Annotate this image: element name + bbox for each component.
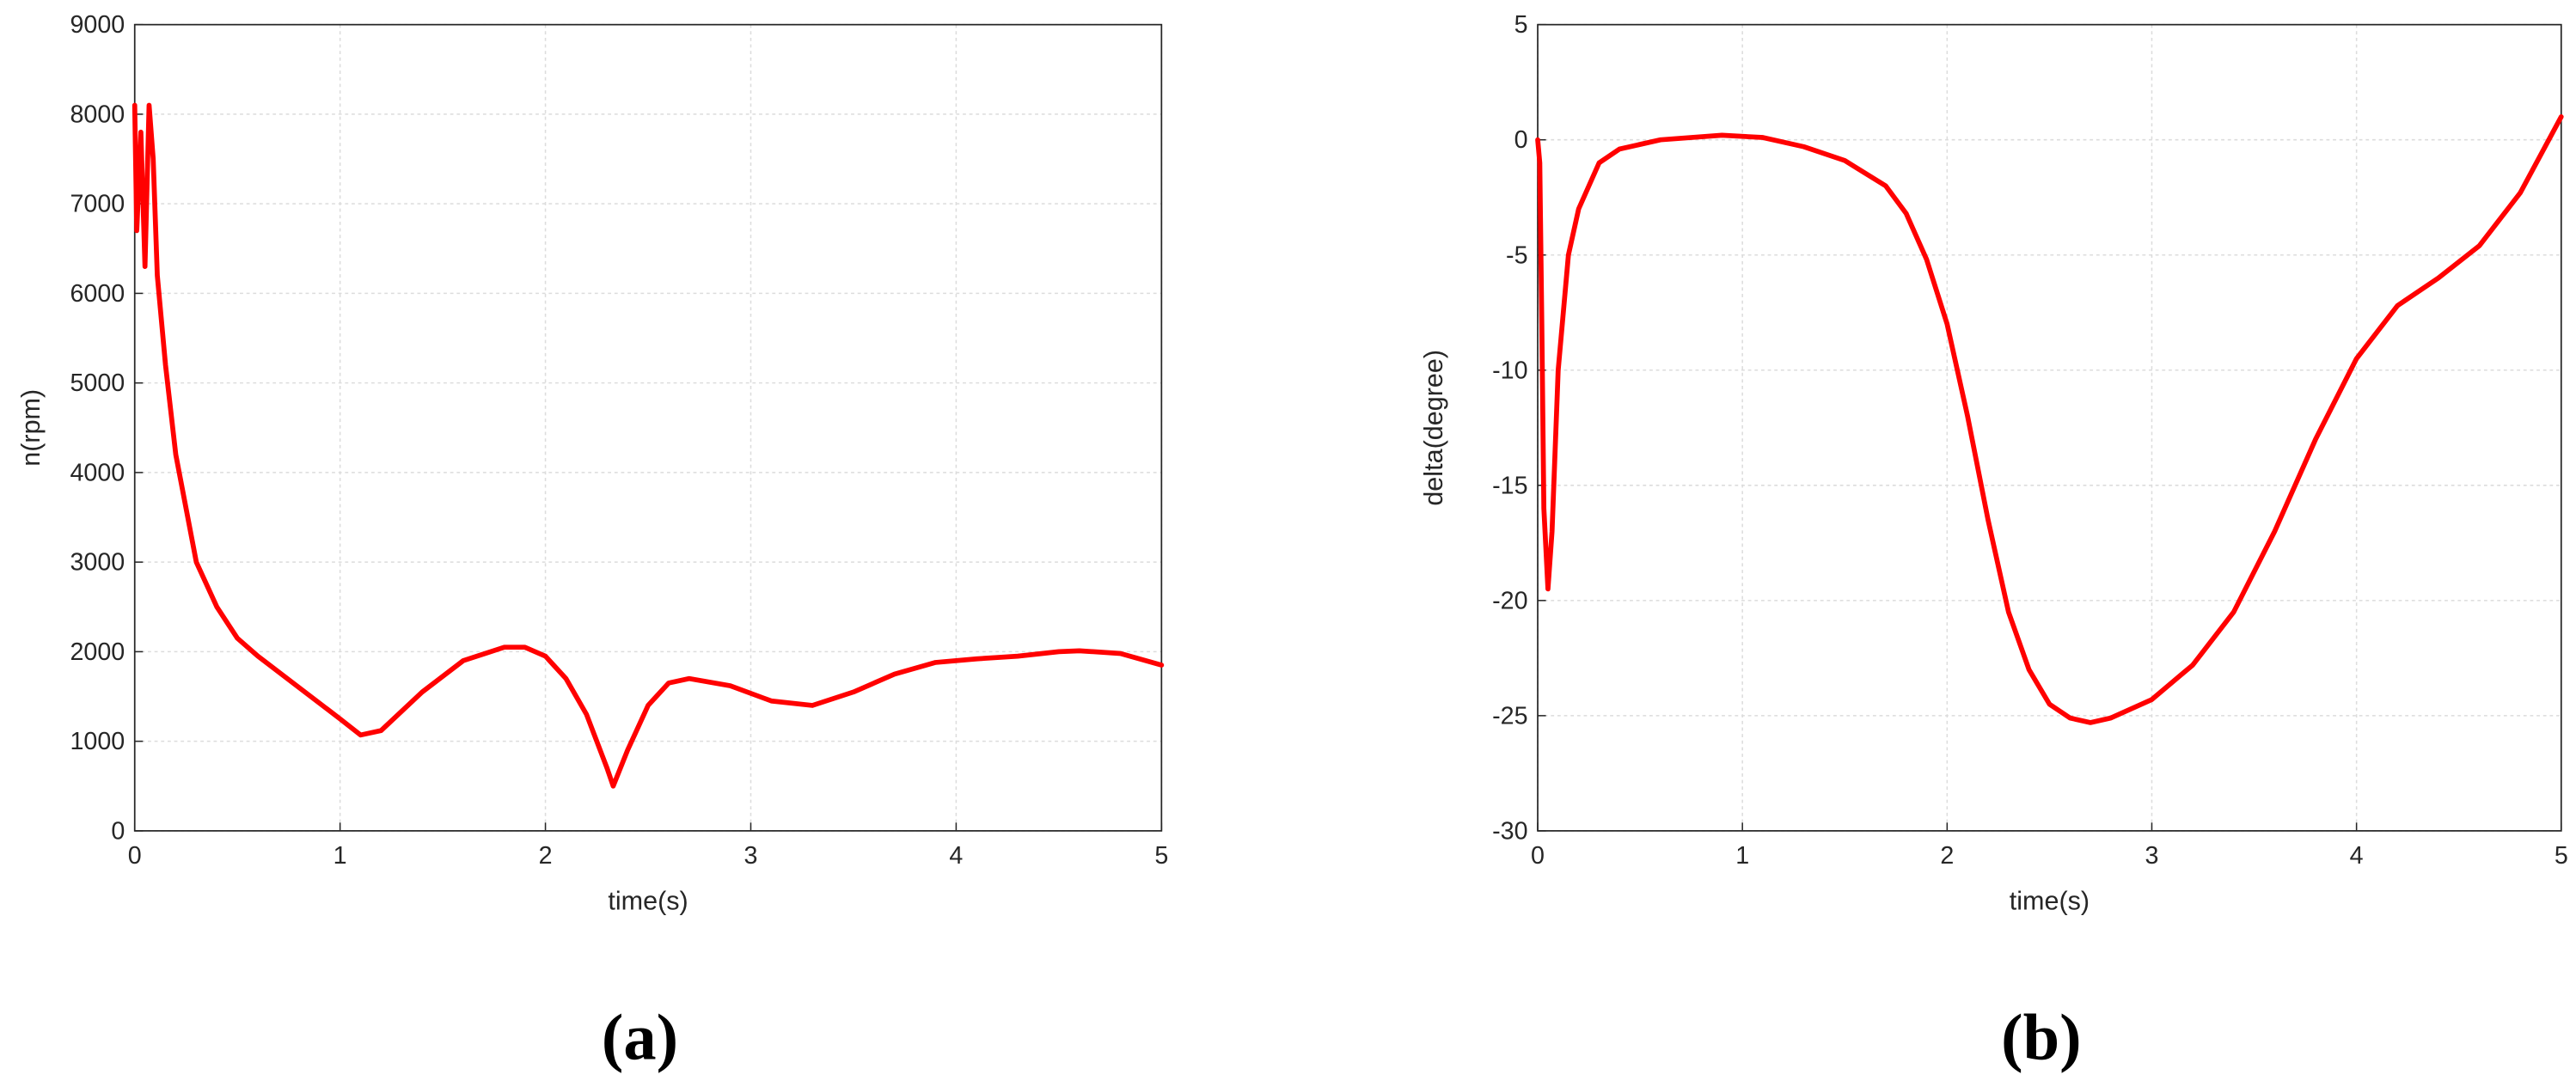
x-tick-label: 0: [128, 842, 142, 870]
plot-area: [1538, 24, 2561, 831]
plot-frame: [1537, 23, 2562, 832]
x-axis-label: time(s): [608, 887, 688, 916]
panel-caption: (b): [2001, 1001, 2081, 1074]
y-axis-label: n(rpm): [16, 389, 46, 467]
panel-caption: (a): [602, 1001, 678, 1074]
y-tick-label: 0: [1514, 126, 1528, 154]
x-tick-label: 1: [333, 842, 347, 870]
x-tick-label: 4: [2350, 842, 2364, 870]
y-tick-label: -20: [1492, 587, 1527, 614]
data-line: [1535, 114, 2564, 725]
x-tick-label: 1: [1735, 842, 1749, 870]
x-tick-label: 4: [949, 842, 963, 870]
x-tick-label: 2: [539, 842, 553, 870]
y-tick-label: 4000: [70, 459, 125, 486]
y-tick-label: -15: [1492, 472, 1527, 499]
y-tick-label: 0: [111, 817, 125, 845]
data-line: [132, 102, 1165, 789]
y-tick-label: 7000: [70, 191, 125, 218]
y-tick-label: 5000: [70, 369, 125, 397]
y-tick-label: 3000: [70, 549, 125, 577]
y-tick-label: -5: [1506, 241, 1527, 269]
y-tick-label: -30: [1492, 817, 1527, 845]
y-tick-label: 6000: [70, 280, 125, 308]
x-tick-label: 3: [2145, 842, 2159, 870]
x-tick-label: 2: [1940, 842, 1954, 870]
x-axis-label: time(s): [2010, 887, 2090, 916]
plot-area: [134, 24, 1162, 831]
y-tick-label: 1000: [70, 728, 125, 755]
x-tick-label: 3: [744, 842, 758, 870]
y-tick-label: 8000: [70, 101, 125, 128]
y-tick-label: 9000: [70, 11, 125, 39]
y-tick-label: -10: [1492, 357, 1527, 384]
x-tick-label: 5: [2555, 842, 2568, 870]
x-tick-label: 0: [1531, 842, 1545, 870]
y-tick-label: 2000: [70, 638, 125, 666]
y-axis-label: delta(degree): [1419, 350, 1448, 506]
plot-frame: [133, 23, 1163, 832]
x-tick-label: 5: [1154, 842, 1168, 870]
y-tick-label: -25: [1492, 702, 1527, 730]
y-tick-label: 5: [1514, 11, 1528, 39]
